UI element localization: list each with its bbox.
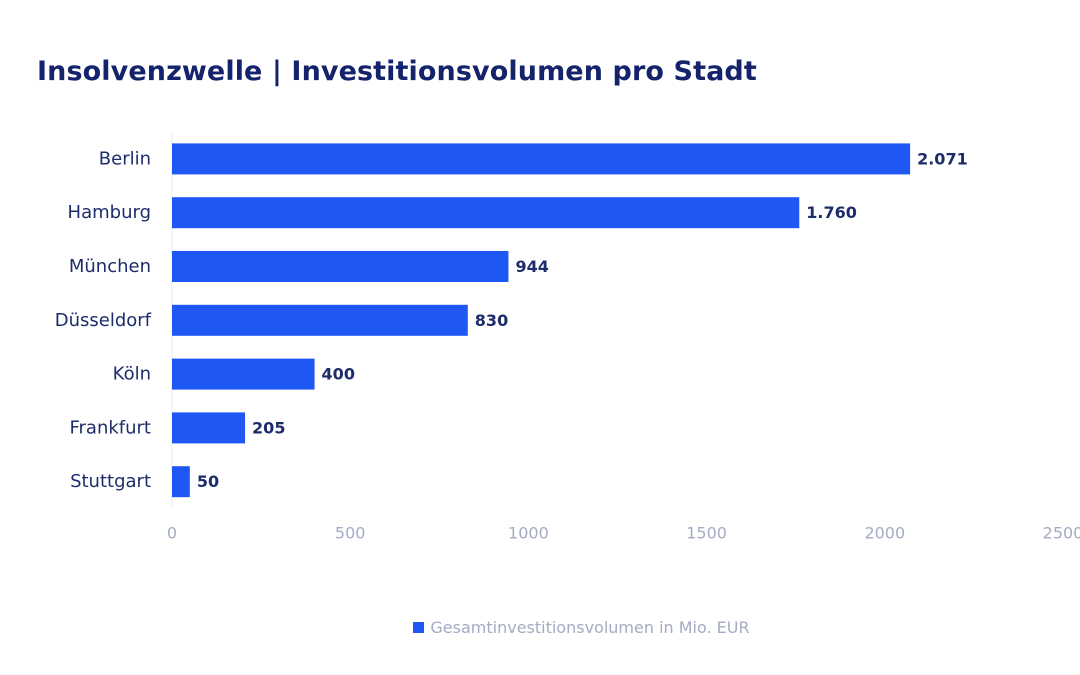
bar — [172, 143, 911, 175]
bar — [172, 251, 509, 282]
x-tick-label: 0 — [167, 524, 177, 543]
value-label: 400 — [322, 365, 355, 384]
value-label: 830 — [475, 311, 508, 330]
category-label: Berlin — [99, 148, 151, 169]
category-label: Düsseldorf — [55, 310, 152, 331]
value-label: 944 — [515, 257, 548, 276]
bar — [172, 412, 246, 444]
value-label: 50 — [197, 472, 219, 491]
legend-label: Gesamtinvestitionsvolumen in Mio. EUR — [430, 618, 750, 637]
bars-layer: Berlin 2.071 Hamburg 1.760 München 944 Düsseld… — [55, 143, 968, 498]
legend: Gesamtinvestitionsvolumen in Mio. EUR — [0, 618, 1080, 637]
category-label: Hamburg — [68, 202, 151, 223]
category-label: Stuttgart — [70, 471, 151, 492]
x-tick-label: 500 — [335, 524, 366, 543]
bar — [172, 304, 468, 336]
chart-title: Insolvenzwelle | Investitionsvolumen pro… — [37, 56, 757, 87]
category-label: München — [69, 256, 151, 277]
bar — [172, 358, 315, 390]
x-tick-label: 1500 — [686, 524, 727, 543]
x-tick-label: 2000 — [864, 524, 905, 543]
value-label: 205 — [252, 418, 285, 437]
x-tick-label: 1000 — [508, 524, 549, 543]
category-label: Köln — [113, 364, 151, 385]
value-label: 1.760 — [806, 203, 857, 222]
bar — [172, 197, 800, 229]
x-tick-label: 2500 — [1043, 524, 1080, 543]
value-label: 2.071 — [917, 149, 968, 168]
category-label: Frankfurt — [69, 417, 151, 438]
bar — [172, 466, 190, 498]
legend-swatch — [413, 622, 425, 633]
x-axis-ticks: 0 500 1000 1500 2000 2500 — [167, 524, 1080, 543]
